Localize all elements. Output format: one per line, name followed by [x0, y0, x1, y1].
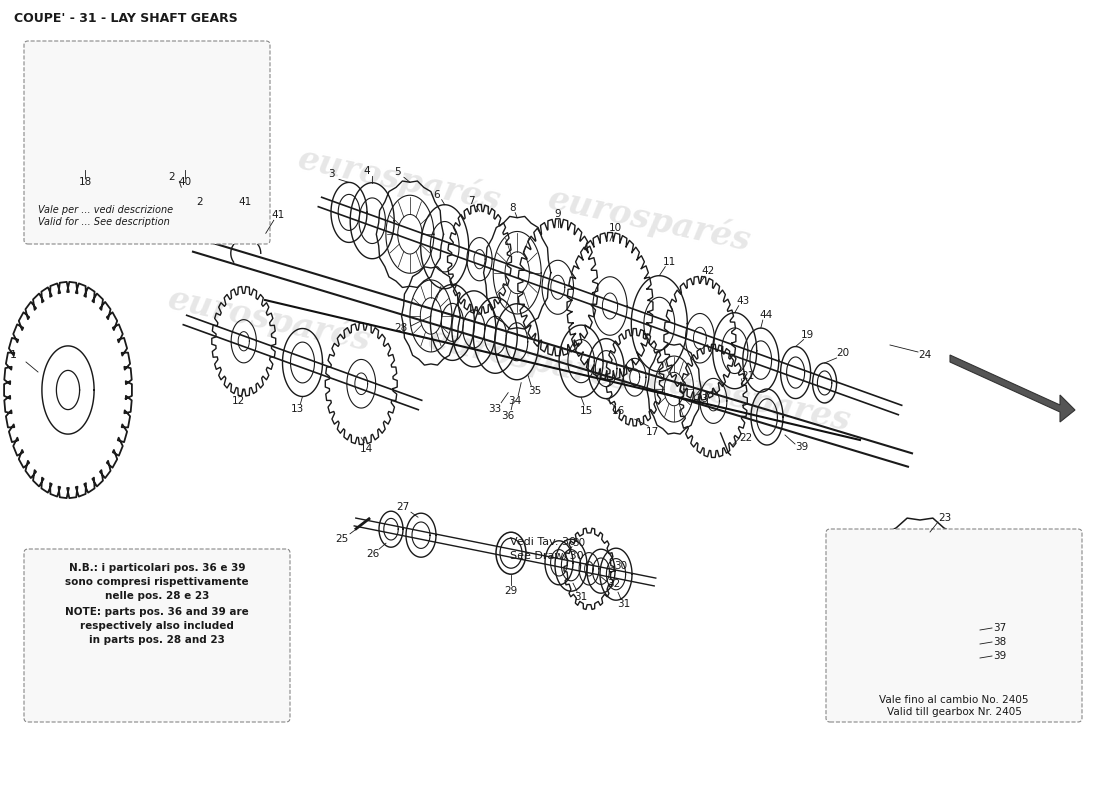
Text: 17: 17 — [646, 427, 659, 438]
Text: 24: 24 — [918, 350, 932, 360]
Text: 32: 32 — [607, 579, 620, 589]
Text: 23: 23 — [695, 394, 708, 404]
Text: 4: 4 — [364, 166, 371, 176]
FancyBboxPatch shape — [24, 41, 270, 244]
Text: 6: 6 — [433, 190, 440, 200]
Text: 31: 31 — [574, 592, 587, 602]
Text: 9: 9 — [554, 210, 561, 219]
Polygon shape — [950, 355, 1075, 422]
Text: eurosparés: eurosparés — [646, 362, 855, 438]
Text: 22: 22 — [739, 433, 752, 443]
Text: See Draw. 30: See Draw. 30 — [510, 551, 584, 561]
Text: 25: 25 — [336, 534, 349, 544]
Text: NOTE: parts pos. 36 and 39 are: NOTE: parts pos. 36 and 39 are — [65, 607, 249, 617]
Text: eurosparés: eurosparés — [295, 142, 505, 218]
Text: nelle pos. 28 e 23: nelle pos. 28 e 23 — [104, 591, 209, 601]
Text: 35: 35 — [528, 386, 542, 396]
Text: 33: 33 — [488, 404, 502, 414]
Text: 13: 13 — [290, 403, 304, 414]
Text: 41: 41 — [271, 210, 285, 220]
Text: 27: 27 — [396, 502, 409, 512]
Text: 34: 34 — [508, 396, 521, 406]
Text: 21: 21 — [741, 371, 755, 381]
Text: 36: 36 — [502, 410, 515, 421]
Text: 38: 38 — [993, 637, 1007, 647]
Text: 40: 40 — [178, 177, 191, 187]
Text: 14: 14 — [360, 444, 373, 454]
Text: 2: 2 — [197, 197, 204, 207]
Text: Valid for ... See description: Valid for ... See description — [39, 217, 169, 227]
Text: 1: 1 — [10, 350, 16, 360]
Text: eurosparés: eurosparés — [165, 282, 375, 358]
FancyBboxPatch shape — [826, 529, 1082, 722]
Text: 29: 29 — [505, 586, 518, 596]
Text: sono compresi rispettivamente: sono compresi rispettivamente — [65, 577, 249, 587]
Text: 30: 30 — [615, 562, 628, 571]
Text: 23: 23 — [938, 513, 952, 523]
Text: 11: 11 — [662, 257, 675, 266]
Text: in parts pos. 28 and 23: in parts pos. 28 and 23 — [89, 635, 224, 645]
Text: 5: 5 — [395, 167, 402, 178]
Text: Vedi Tav. 30: Vedi Tav. 30 — [510, 537, 576, 547]
Text: 42: 42 — [702, 266, 715, 276]
Text: 41: 41 — [239, 197, 252, 207]
Text: 18: 18 — [78, 177, 91, 187]
Text: eurosparés: eurosparés — [426, 322, 635, 398]
Text: 20: 20 — [836, 348, 849, 358]
Text: 15: 15 — [580, 406, 593, 416]
FancyBboxPatch shape — [24, 549, 290, 722]
Text: 39: 39 — [993, 651, 1007, 661]
Text: 28: 28 — [394, 323, 408, 333]
Text: 26: 26 — [366, 549, 379, 559]
Text: 2: 2 — [168, 172, 175, 182]
Text: 8: 8 — [509, 202, 516, 213]
Text: 31: 31 — [617, 599, 630, 610]
Text: respectively also included: respectively also included — [80, 621, 234, 631]
Text: N.B.: i particolari pos. 36 e 39: N.B.: i particolari pos. 36 e 39 — [68, 563, 245, 573]
Text: 37: 37 — [993, 623, 1007, 633]
Text: 43: 43 — [736, 296, 749, 306]
Text: 44: 44 — [759, 310, 772, 320]
Text: 16: 16 — [612, 406, 625, 416]
Text: 7: 7 — [469, 196, 475, 206]
Text: Vale per ... vedi descrizione: Vale per ... vedi descrizione — [39, 205, 173, 215]
Text: 39: 39 — [795, 442, 808, 452]
Text: 10: 10 — [608, 223, 622, 233]
Text: 12: 12 — [232, 396, 245, 406]
Text: eurosparés: eurosparés — [546, 182, 755, 258]
Text: 30: 30 — [572, 538, 585, 548]
Text: 19: 19 — [801, 330, 814, 339]
Text: Vale fino al cambio No. 2405: Vale fino al cambio No. 2405 — [879, 695, 1028, 705]
Text: 3: 3 — [328, 170, 334, 179]
Text: Valid till gearbox Nr. 2405: Valid till gearbox Nr. 2405 — [887, 707, 1022, 717]
Text: COUPE' - 31 - LAY SHAFT GEARS: COUPE' - 31 - LAY SHAFT GEARS — [14, 12, 238, 25]
